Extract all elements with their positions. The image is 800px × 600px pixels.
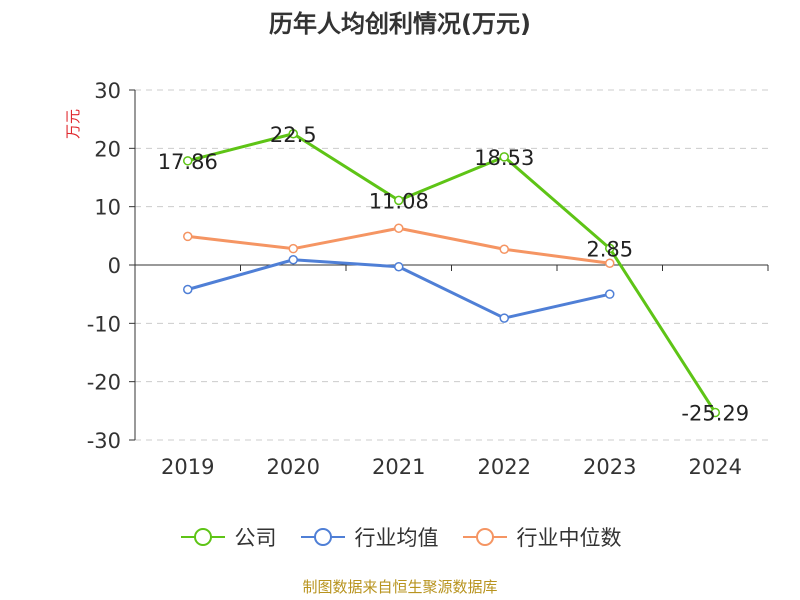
legend-item-industry-average[interactable]: 行业均值 (299, 522, 439, 552)
data-point (183, 284, 193, 295)
series-lines (183, 129, 720, 418)
data-point (288, 255, 298, 265)
x-tick-label: 2024 (689, 455, 742, 479)
legend: 公司 行业均值 行业中位数 (0, 520, 800, 554)
data-point (710, 407, 720, 418)
y-tick-label: 20 (94, 137, 121, 161)
y-tick-label: -10 (87, 312, 121, 336)
data-point (605, 258, 615, 268)
data-point (288, 243, 298, 254)
legend-item-company[interactable]: 公司 (179, 522, 277, 552)
y-tick-label: 30 (94, 79, 121, 103)
data-point (183, 156, 193, 166)
legend-label: 行业中位数 (516, 526, 622, 550)
chart-title: 历年人均创利情况(万元) (269, 10, 531, 38)
data-point (605, 289, 615, 299)
y-tick-label: 0 (108, 254, 121, 278)
data-point (394, 262, 404, 272)
data-point (499, 152, 509, 162)
data-label: 18.53 (474, 146, 534, 170)
x-tick-label: 2019 (161, 455, 214, 479)
data-labels: 17.86 22.5 11.08 18.53 2.85 -25.29 (158, 123, 749, 426)
line-chart: 30 20 10 0 -10 -20 -30 2019 2020 2021 2022 2023 2024… (64, 79, 769, 479)
data-point (605, 243, 615, 254)
legend-line-icon (180, 528, 225, 546)
legend-label: 行业均值 (354, 526, 439, 550)
legend-line-icon (300, 528, 345, 546)
legend-item-industry-median[interactable]: 行业中位数 (461, 522, 622, 552)
data-point (288, 129, 298, 139)
data-source-note: 制图数据来自恒生聚源数据库 (302, 578, 498, 596)
x-tick-label: 2021 (372, 455, 425, 479)
y-axis-unit-label: 万元 (64, 109, 82, 139)
y-tick-label: -20 (87, 371, 121, 395)
data-point (499, 244, 509, 254)
legend-label: 公司 (234, 526, 277, 550)
y-tick-label: -30 (87, 429, 121, 453)
series-line (187, 226, 610, 265)
x-tick-label: 2020 (267, 455, 320, 479)
axes: 30 20 10 0 -10 -20 -30 2019 2020 2021 2022 2023 2024 (87, 79, 769, 479)
data-label: 2.85 (586, 237, 633, 261)
data-point (394, 223, 404, 233)
y-tick-label: 10 (94, 196, 121, 220)
data-point (499, 313, 509, 323)
data-label: 22.5 (270, 123, 317, 147)
series-line (187, 132, 717, 414)
legend-line-icon (462, 528, 507, 546)
data-label: 11.08 (369, 189, 429, 213)
data-point (183, 231, 193, 242)
x-tick-label: 2022 (478, 455, 531, 479)
x-tick-label: 2023 (583, 455, 636, 479)
data-point (394, 195, 404, 206)
data-label: -25.29 (681, 402, 749, 426)
data-label: 17.86 (158, 150, 218, 174)
